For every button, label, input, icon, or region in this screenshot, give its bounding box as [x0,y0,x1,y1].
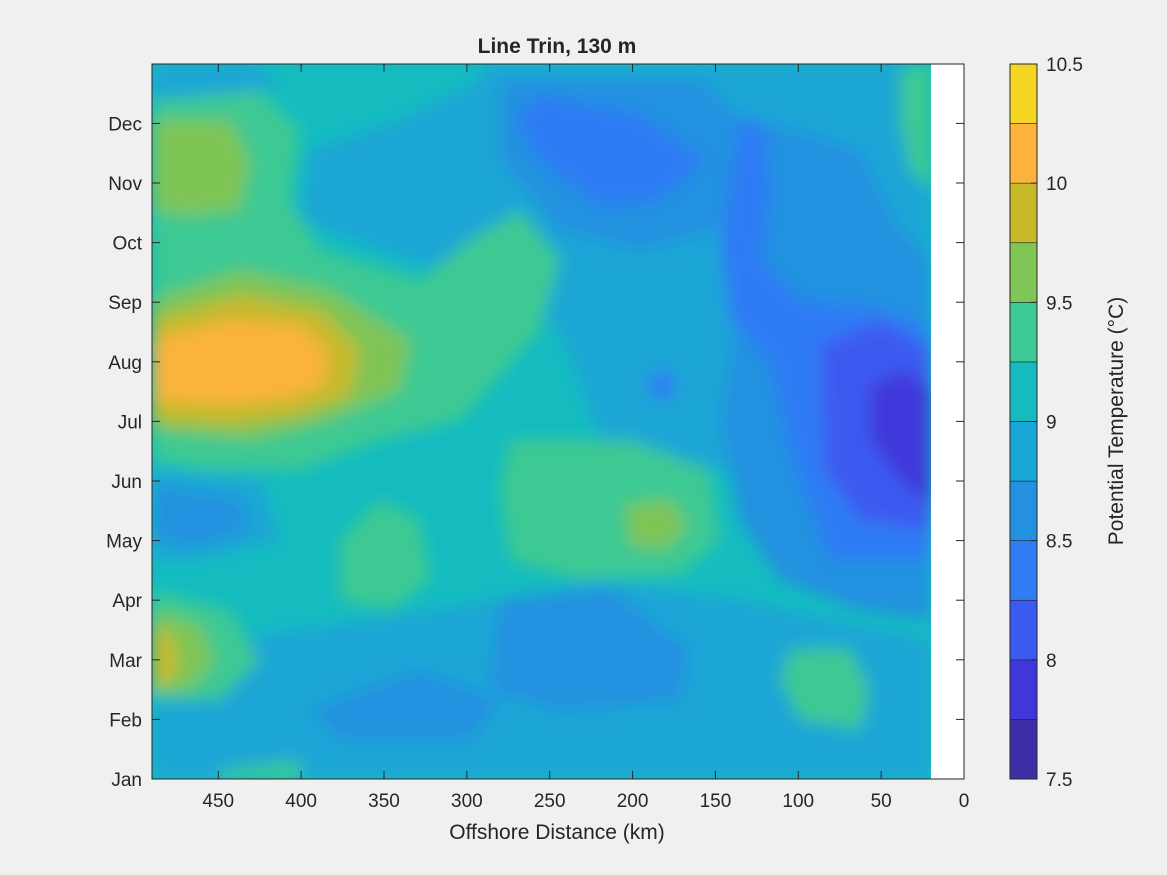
y-tick-label: Jun [111,472,142,493]
x-tick-label: 250 [534,791,566,812]
y-tick-label: Jul [118,412,142,433]
x-tick-label: 350 [368,791,400,812]
temperature-field [152,64,931,779]
midcool-south [490,590,690,710]
y-tick-label: Apr [112,591,142,612]
x-axis-ticks: 450 400 350 300 250 200 150 100 50 0 [202,64,969,812]
warm-south-strip [220,760,300,779]
colorbar-swatch [1009,123,1038,184]
field-blobs [152,64,931,779]
y-tick-label: Sep [108,293,142,314]
colorbar-tick-label: 8 [1046,651,1057,672]
cold-north [515,95,705,205]
x-tick-label: 450 [202,791,234,812]
x-tick-label: 50 [871,791,892,812]
coldest-east [870,370,931,505]
colorbar-tick-label: 8.5 [1046,532,1072,553]
warmer-west-north [152,120,250,215]
colorbar-tick-label: 9.5 [1046,293,1072,314]
y-tick-label: May [106,532,142,553]
x-tick-label: 100 [782,791,814,812]
colorbar-swatch [1009,242,1038,303]
colorbar-swatch [1009,182,1038,244]
warm-ne [900,64,931,190]
x-tick-label: 400 [285,791,317,812]
colorbar-tick-label: 10.5 [1046,55,1083,76]
hot-west-mar [152,625,178,688]
colorbar-swatch [1009,599,1038,661]
y-tick-label: Nov [108,174,142,195]
x-tick-label: 150 [700,791,732,812]
colorbar-swatch [1009,480,1038,541]
x-axis-label: Offshore Distance (km) [449,821,665,844]
warm-southeast [780,648,870,730]
colorbar-label: Potential Temperature (°C) [1105,297,1128,545]
colorbar-swatch [1009,361,1038,422]
colorbar-tick-label: 9 [1046,413,1057,434]
y-tick-label: Aug [108,353,142,374]
colorbar: 7.5 8 8.5 9 9.5 10 10.5 Potential Temperature … [1009,55,1128,791]
colorbar-swatch [1009,659,1038,720]
cool-region-nw [152,64,280,100]
chart-title: Line Trin, 130 m [478,35,637,58]
hottest-west-aug [152,320,328,405]
cold-spot [648,372,676,400]
y-tick-label: Mar [109,651,142,672]
y-axis-ticks: Jan Feb Mar Apr May Jun Jul Aug Sep Oct Nov Dec [106,114,964,791]
colorbar-swatch [1009,719,1038,780]
colorbar-tick-label: 10 [1046,174,1067,195]
y-tick-label: Jan [111,770,142,791]
midcool-sw [310,670,500,740]
colorbar-swatch [1009,63,1038,124]
colorbar-swatch [1009,421,1038,482]
x-tick-label: 0 [959,791,970,812]
x-tick-label: 200 [617,791,649,812]
y-tick-label: Feb [109,710,142,731]
y-tick-label: Dec [108,114,142,135]
plot-area: 450 400 350 300 250 200 150 100 50 0 Jan Feb Mar Apr… [106,63,969,844]
y-tick-label: Oct [112,234,142,255]
colorbar-tick-label: 7.5 [1046,770,1072,791]
midcool-west [152,485,250,545]
warmer-center [625,500,688,550]
colorbar-swatch [1009,540,1038,601]
colorbar-ticks: 7.5 8 8.5 9 9.5 10 10.5 [1031,55,1083,791]
warm-mid-west [340,500,430,610]
x-tick-label: 300 [451,791,483,812]
colorbar-swatch [1009,302,1038,363]
